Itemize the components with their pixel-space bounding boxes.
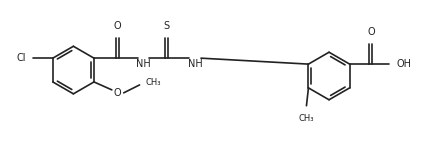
Text: O: O [113, 21, 121, 31]
Text: NH: NH [136, 59, 151, 69]
Text: CH₃: CH₃ [299, 114, 314, 123]
Text: O: O [367, 27, 375, 37]
Text: NH: NH [188, 59, 202, 69]
Text: OH: OH [396, 59, 411, 69]
Text: Cl: Cl [17, 53, 26, 63]
Text: O: O [114, 88, 121, 98]
Text: S: S [164, 21, 170, 31]
Text: CH₃: CH₃ [146, 78, 161, 87]
